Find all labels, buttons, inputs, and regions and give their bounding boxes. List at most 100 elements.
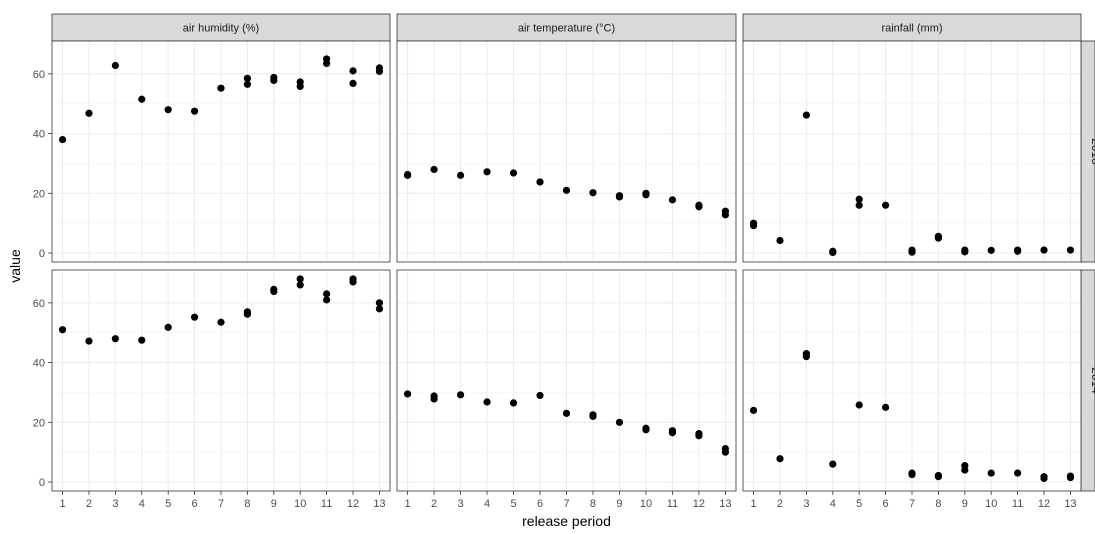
y-axis-tick-label: 0: [39, 248, 45, 260]
data-point: [58, 135, 67, 144]
x-axis-tick-label: 1: [751, 498, 757, 510]
x-axis-tick-label: 12: [693, 498, 705, 510]
y-axis-tick-label: 0: [39, 477, 45, 489]
data-point: [721, 444, 730, 453]
data-point: [961, 246, 969, 254]
data-point: [829, 460, 837, 468]
x-axis-tick-label: 6: [192, 498, 198, 510]
data-point: [855, 195, 863, 203]
x-axis-tick-label: 1: [405, 498, 411, 510]
x-axis-tick-label: 6: [537, 498, 543, 510]
data-point: [270, 73, 278, 82]
data-point: [749, 219, 758, 227]
data-point: [562, 186, 571, 194]
data-point: [668, 196, 677, 204]
data-point: [1066, 472, 1075, 480]
data-point: [456, 171, 465, 179]
x-axis-tick-label: 7: [909, 498, 915, 510]
x-axis-tick-label: 7: [218, 498, 224, 510]
data-point: [164, 323, 172, 331]
data-point: [776, 455, 784, 463]
x-axis-tick-label: 11: [321, 498, 332, 510]
x-axis-tick-label: 3: [112, 498, 118, 510]
x-axis-tick-label: 9: [962, 498, 968, 510]
data-point: [881, 403, 890, 411]
data-point: [483, 398, 491, 406]
data-point: [1040, 246, 1048, 254]
data-point: [217, 318, 225, 326]
x-axis-tick-label: 12: [1038, 498, 1050, 510]
x-axis-tick-label: 9: [616, 498, 622, 510]
x-axis-tick-label: 6: [883, 498, 889, 510]
data-point: [296, 78, 304, 86]
x-axis-tick-label: 2: [431, 498, 437, 510]
data-point: [375, 299, 384, 307]
panel-border: [51, 40, 391, 263]
x-axis-tick-label: 2: [86, 498, 92, 510]
data-point: [270, 285, 278, 294]
x-axis-tick-label: 2: [777, 498, 783, 510]
data-point: [349, 79, 357, 88]
data-point: [509, 399, 518, 407]
x-axis-tick-label: 9: [271, 498, 277, 510]
data-point: [430, 165, 438, 174]
data-point: [908, 469, 916, 477]
data-point: [1014, 469, 1022, 477]
data-point: [509, 169, 518, 177]
data-point: [138, 95, 146, 103]
x-axis-tick-label: 13: [1064, 498, 1076, 510]
data-point: [615, 192, 624, 200]
x-axis-tick-label: 8: [935, 498, 941, 510]
x-axis-tick-label: 13: [719, 498, 731, 510]
data-point: [829, 247, 837, 255]
data-point: [749, 406, 758, 414]
data-point: [695, 430, 703, 438]
x-axis-tick-label: 3: [803, 498, 809, 510]
data-point: [721, 207, 730, 215]
data-point: [403, 170, 412, 179]
facet-strip-column: [51, 13, 391, 42]
y-axis-title: value: [7, 249, 23, 283]
data-point: [243, 308, 252, 316]
data-point: [403, 390, 412, 398]
data-point: [776, 236, 784, 245]
data-point: [987, 246, 995, 254]
facet-strip-row-label: 2013: [1089, 138, 1095, 165]
data-point: [323, 290, 331, 298]
y-axis-tick-label: 20: [33, 188, 45, 200]
data-point: [190, 107, 199, 115]
x-axis-tick-label: 3: [458, 498, 464, 510]
data-point: [349, 67, 357, 75]
data-point: [323, 55, 331, 63]
data-point: [934, 471, 943, 480]
data-point: [961, 462, 969, 470]
panel-border: [396, 40, 737, 263]
data-point: [58, 326, 67, 334]
data-point: [1040, 473, 1048, 481]
data-point: [375, 64, 384, 72]
data-point: [908, 246, 916, 254]
x-axis-tick-label: 5: [165, 498, 171, 510]
facet-strip-column: [396, 13, 737, 42]
data-point: [483, 168, 491, 176]
data-point: [802, 111, 810, 119]
data-point: [642, 189, 650, 197]
data-point: [615, 418, 624, 426]
x-axis-tick-label: 8: [244, 498, 250, 510]
x-axis-tick-label: 4: [484, 498, 490, 510]
x-axis-tick-label: 5: [510, 498, 516, 510]
facet-strip-column-label: air temperature (°C): [518, 23, 615, 35]
data-point: [243, 74, 252, 82]
x-axis-tick-label: 10: [294, 498, 306, 510]
data-point: [668, 427, 677, 435]
y-axis-tick-label: 60: [33, 69, 45, 81]
data-point: [296, 281, 304, 289]
data-point: [802, 350, 810, 358]
data-point: [1066, 246, 1075, 254]
data-point: [296, 275, 304, 283]
data-point: [85, 337, 93, 345]
data-point: [243, 80, 252, 88]
data-point: [456, 391, 465, 399]
data-point: [217, 84, 225, 92]
data-point: [855, 201, 863, 209]
